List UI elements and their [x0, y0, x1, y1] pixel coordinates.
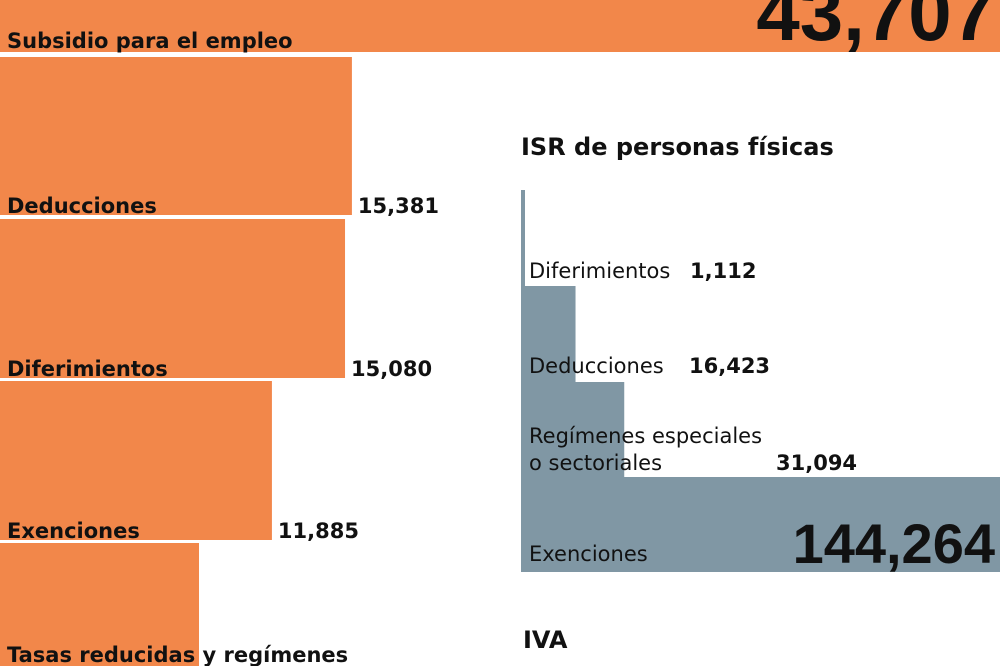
- bar-value-label: 1,112: [690, 259, 756, 283]
- bar-value-label: 16,423: [689, 354, 770, 378]
- bar-value-label: 11,885: [278, 519, 359, 543]
- bar-category-label: Tasas reducidas y regímenes: [7, 643, 348, 666]
- bar-category-label: Deducciones: [7, 194, 157, 218]
- bar-category-label: Diferimientos: [529, 259, 670, 283]
- orange-bar: [0, 381, 272, 540]
- gray-bar: [521, 286, 576, 382]
- bar-value-label: 15,080: [351, 357, 432, 381]
- bar-category-label: Deducciones: [529, 354, 664, 378]
- bar-value-label: 43,707: [756, 0, 995, 57]
- bar-value-label: 15,381: [358, 194, 439, 218]
- orange-bar: [0, 543, 199, 666]
- bar-category-label: Subsidio para el empleo: [7, 29, 293, 53]
- section-title: IVA: [523, 626, 568, 654]
- gray-bar: [521, 382, 625, 477]
- gray-bar: [521, 477, 1000, 572]
- bar-category-label: Exenciones: [7, 519, 140, 543]
- bar-category-label: Diferimientos: [7, 357, 168, 381]
- orange-bar: [0, 0, 1000, 52]
- bar-category-label: Regímenes especiales: [529, 424, 762, 448]
- chart-title: ISR de personas físicas: [521, 133, 834, 161]
- orange-bar: [0, 57, 352, 215]
- bar-category-label: Exenciones: [529, 542, 648, 566]
- bar-value-label: 31,094: [776, 451, 857, 475]
- orange-bar: [0, 219, 346, 378]
- gray-bar: [521, 190, 525, 286]
- bar-value-label: 144,264: [793, 512, 995, 575]
- bar-category-label: o sectoriales: [529, 451, 662, 475]
